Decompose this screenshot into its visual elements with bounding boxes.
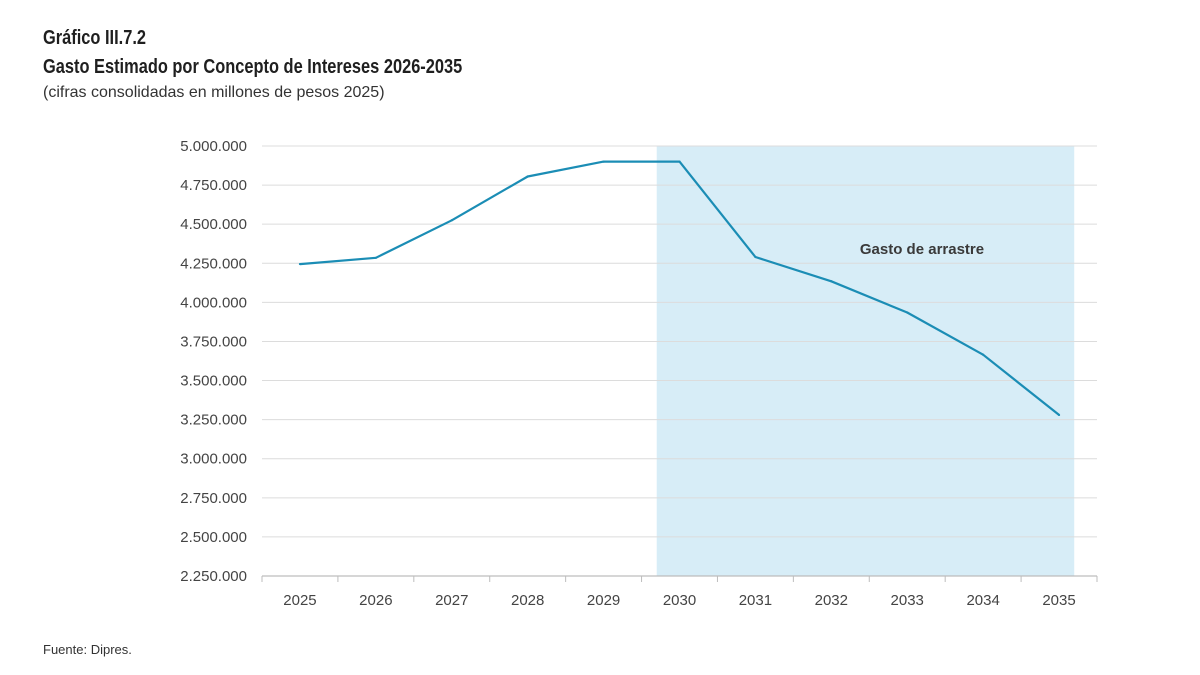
y-tick-label: 3.000.000 [180,451,247,468]
x-tick-label: 2026 [359,592,392,609]
data-point [602,160,605,163]
chart-subtitle: (cifras consolidadas en millones de peso… [43,84,385,101]
x-tick-label: 2033 [891,592,924,609]
y-tick-label: 5.000.000 [180,138,247,155]
data-point [982,353,985,356]
x-tick-label: 2027 [435,592,468,609]
x-tick-label: 2032 [815,592,848,609]
data-point [374,256,377,259]
x-tick-label: 2029 [587,592,620,609]
y-tick-label: 4.750.000 [180,177,247,194]
y-tick-label: 3.750.000 [180,333,247,350]
data-point [754,255,757,259]
y-tick-label: 4.250.000 [180,255,247,272]
x-tick-label: 2030 [663,592,696,609]
x-tick-label: 2031 [739,592,772,609]
data-point [906,311,909,314]
data-point [678,160,681,163]
x-tick-label: 2028 [511,592,544,609]
y-tick-label: 3.250.000 [180,412,247,429]
y-tick-label: 2.500.000 [180,529,247,546]
shaded-region [656,146,1075,576]
data-point [830,280,833,283]
data-point [450,219,453,222]
x-tick-label: 2025 [283,592,316,609]
y-tick-label: 4.000.000 [180,294,247,311]
chart-number: Gráfico III.7.2 [43,27,146,49]
shaded-region-label: Gasto de arrastre [860,241,984,258]
chart-header: Gráfico III.7.2 Gasto Estimado por Conce… [43,24,554,104]
x-tick-label: 2034 [966,592,999,609]
y-tick-label: 2.250.000 [180,568,247,585]
y-tick-label: 4.500.000 [180,216,247,233]
data-point [1057,413,1061,417]
y-tick-label: 2.750.000 [180,490,247,507]
source-note: Fuente: Dipres. [43,642,132,657]
data-point [526,175,529,178]
x-tick-label: 2035 [1042,592,1075,609]
chart-title: Gasto Estimado por Concepto de Intereses… [43,56,463,78]
data-point [298,262,302,266]
y-tick-label: 3.500.000 [180,373,247,390]
